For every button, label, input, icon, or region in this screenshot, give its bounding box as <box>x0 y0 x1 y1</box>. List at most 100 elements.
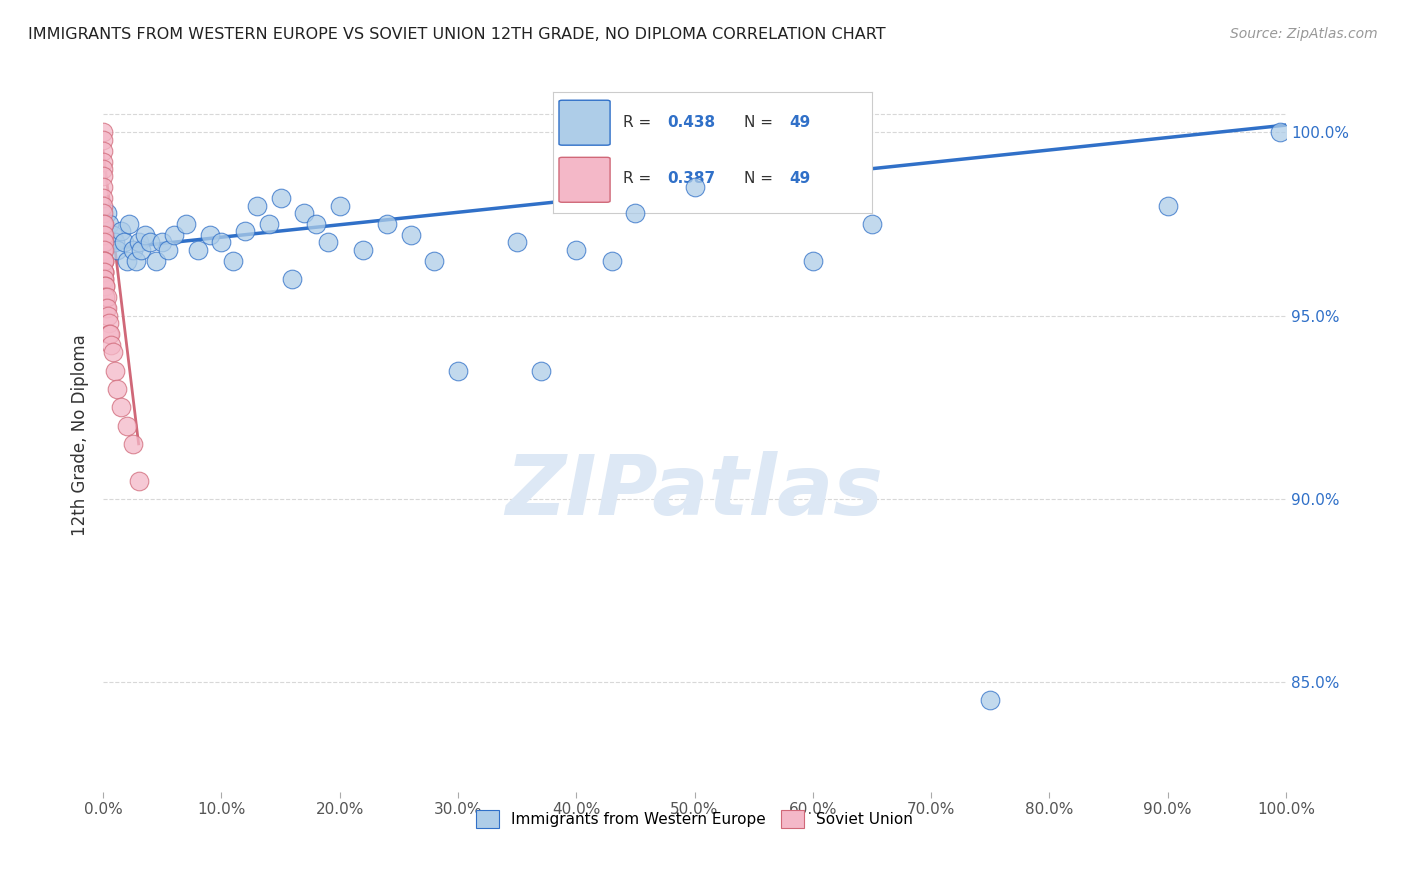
Point <box>423 253 446 268</box>
Point <box>91 206 114 220</box>
Point <box>565 243 588 257</box>
Point <box>157 243 180 257</box>
Point <box>93 272 115 286</box>
Point <box>93 265 115 279</box>
Point <box>375 217 398 231</box>
Point <box>94 301 117 316</box>
Point <box>91 133 114 147</box>
Point <box>94 290 117 304</box>
Point <box>93 235 115 250</box>
Point <box>222 253 245 268</box>
Point <box>316 235 339 250</box>
Point <box>110 224 132 238</box>
Point <box>91 253 114 268</box>
Point <box>329 199 352 213</box>
Point <box>91 235 114 250</box>
Point <box>150 235 173 250</box>
Point <box>105 243 128 257</box>
Point <box>270 191 292 205</box>
Point <box>93 253 115 268</box>
Point <box>121 243 143 257</box>
Point <box>112 235 135 250</box>
Text: ZIPatlas: ZIPatlas <box>506 451 883 533</box>
Point <box>105 382 128 396</box>
Point <box>399 227 422 242</box>
Point <box>93 243 115 257</box>
Point <box>93 265 115 279</box>
Point <box>93 265 115 279</box>
Point <box>233 224 256 238</box>
Point <box>98 217 121 231</box>
Point <box>93 253 115 268</box>
Point <box>98 326 121 341</box>
Point <box>110 401 132 415</box>
Point <box>145 253 167 268</box>
Legend: Immigrants from Western Europe, Soviet Union: Immigrants from Western Europe, Soviet U… <box>470 804 920 834</box>
Point <box>93 253 115 268</box>
Point <box>198 227 221 242</box>
Point <box>100 338 122 352</box>
Point <box>292 206 315 220</box>
Point <box>91 180 114 194</box>
Point <box>91 144 114 158</box>
Point <box>624 206 647 220</box>
Point <box>979 693 1001 707</box>
Point <box>91 265 114 279</box>
Point <box>94 279 117 293</box>
Point <box>104 235 127 250</box>
Point <box>125 253 148 268</box>
Point <box>91 154 114 169</box>
Point <box>96 301 118 316</box>
Point <box>1268 125 1291 139</box>
Point <box>91 217 114 231</box>
Text: Source: ZipAtlas.com: Source: ZipAtlas.com <box>1230 27 1378 41</box>
Point <box>139 235 162 250</box>
Point <box>134 227 156 242</box>
Point <box>94 279 117 293</box>
Point <box>801 253 824 268</box>
Text: IMMIGRANTS FROM WESTERN EUROPE VS SOVIET UNION 12TH GRADE, NO DIPLOMA CORRELATIO: IMMIGRANTS FROM WESTERN EUROPE VS SOVIET… <box>28 27 886 42</box>
Point <box>93 227 115 242</box>
Point <box>209 235 232 250</box>
Point <box>305 217 328 231</box>
Point <box>447 363 470 377</box>
Point <box>97 309 120 323</box>
Point <box>246 199 269 213</box>
Point <box>352 243 374 257</box>
Point <box>98 326 121 341</box>
Point <box>96 206 118 220</box>
Point <box>91 279 114 293</box>
Point <box>129 243 152 257</box>
Point <box>93 272 115 286</box>
Point <box>94 290 117 304</box>
Point <box>187 243 209 257</box>
Point <box>118 217 141 231</box>
Point <box>96 290 118 304</box>
Point <box>163 227 186 242</box>
Point <box>860 217 883 231</box>
Point <box>91 243 114 257</box>
Point <box>1156 199 1178 213</box>
Point <box>257 217 280 231</box>
Point <box>91 199 114 213</box>
Point <box>600 253 623 268</box>
Point <box>91 162 114 177</box>
Point <box>115 418 138 433</box>
Point <box>91 191 114 205</box>
Point <box>281 272 304 286</box>
Point <box>101 345 124 359</box>
Point <box>93 217 115 231</box>
Point <box>101 227 124 242</box>
Point <box>115 253 138 268</box>
Y-axis label: 12th Grade, No Diploma: 12th Grade, No Diploma <box>72 334 89 535</box>
Point <box>121 437 143 451</box>
Point <box>530 363 553 377</box>
Point <box>128 474 150 488</box>
Point <box>91 125 114 139</box>
Point <box>91 227 114 242</box>
Point <box>506 235 529 250</box>
Point <box>174 217 197 231</box>
Point <box>91 169 114 184</box>
Point <box>91 290 114 304</box>
Point <box>683 180 706 194</box>
